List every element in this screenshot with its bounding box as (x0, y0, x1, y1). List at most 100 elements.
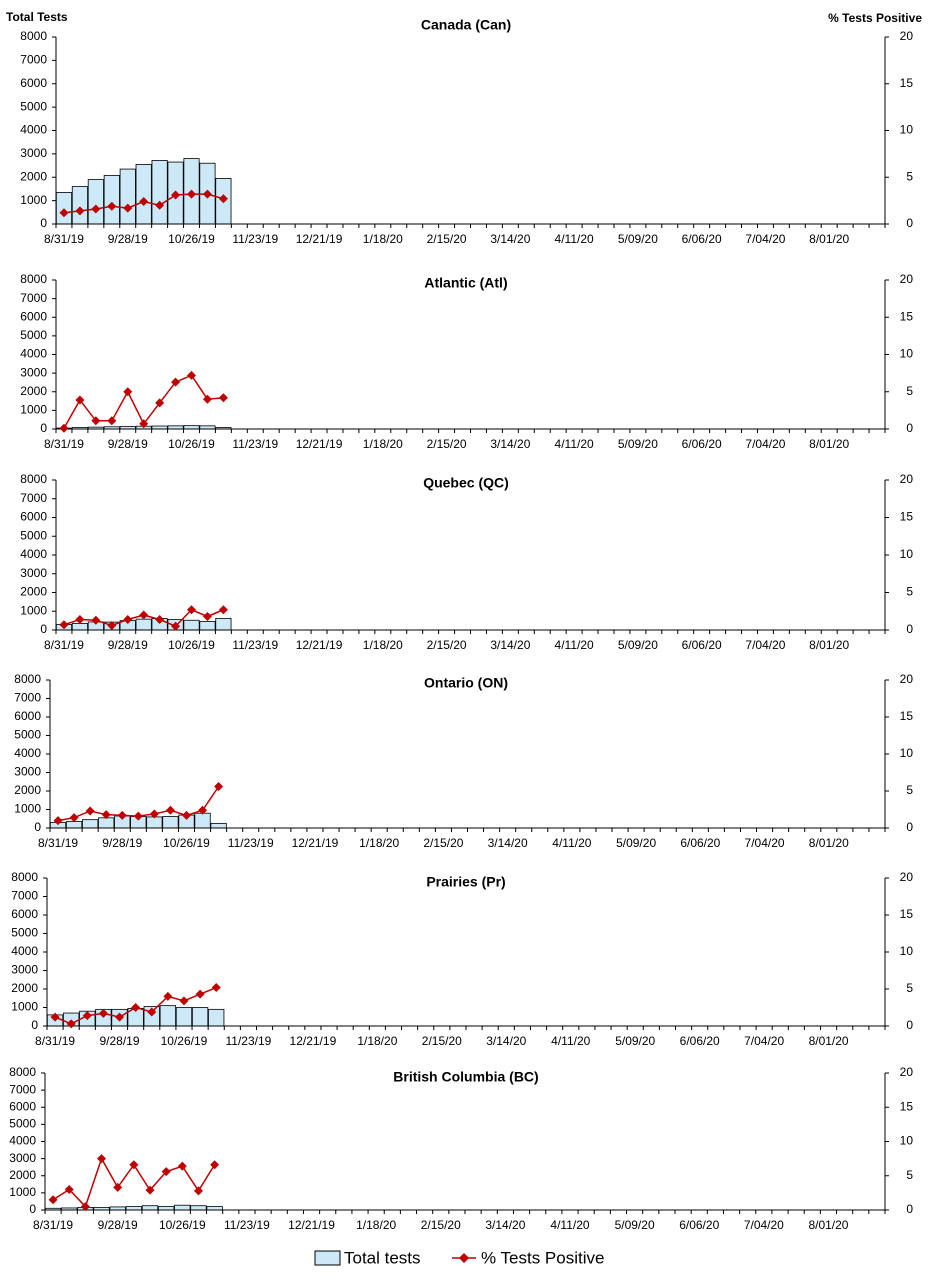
y-tick-label: 5000 (20, 328, 47, 342)
marker (149, 809, 159, 819)
bar (206, 1206, 223, 1211)
x-tick-label: 8/31/19 (38, 836, 78, 850)
marker (113, 1182, 123, 1192)
y2-tick-label: 10 (900, 547, 914, 561)
y-tick-label: 5000 (20, 528, 47, 542)
y2-tick-label: 10 (900, 944, 914, 958)
y2-tick-label: 10 (900, 347, 914, 361)
x-tick-label: 5/09/20 (618, 638, 658, 652)
y-tick-label: 8000 (9, 1065, 36, 1079)
bar (215, 617, 232, 631)
y2-tick-label: 10 (900, 746, 914, 760)
marker (147, 1007, 157, 1017)
y-tick-label: 7000 (9, 1082, 36, 1096)
marker (80, 1202, 90, 1212)
x-tick-label: 11/23/19 (226, 1034, 272, 1048)
marker (155, 200, 165, 210)
x-tick-label: 3/14/20 (485, 1218, 525, 1232)
y-tick-label: 3000 (20, 566, 47, 580)
marker (107, 621, 117, 630)
y-tick-label: 2000 (20, 585, 47, 599)
chart-title: Prairies (Pr) (426, 874, 505, 890)
chart-title: Canada (Can) (421, 17, 511, 33)
y-tick-label: 5000 (20, 99, 47, 113)
x-tick-label: 3/14/20 (486, 1034, 526, 1048)
x-tick-label: 8/31/19 (35, 1034, 75, 1048)
x-tick-label: 12/21/19 (290, 1034, 337, 1048)
y-tick-label: 7000 (20, 491, 47, 505)
bar (191, 1007, 209, 1027)
marker (75, 615, 85, 624)
marker (98, 1008, 108, 1018)
x-tick-label: 12/21/19 (296, 437, 343, 451)
y-tick-label: 1000 (20, 403, 47, 417)
x-tick-label: 5/09/20 (618, 437, 658, 451)
marker (123, 387, 133, 397)
marker (187, 605, 197, 615)
bar (183, 425, 200, 430)
marker (139, 610, 149, 620)
x-tick-label: 8/01/20 (808, 1218, 848, 1232)
x-tick-label: 5/09/20 (615, 1218, 655, 1232)
x-tick-label: 10/26/19 (168, 437, 215, 451)
y-tick-label: 1000 (20, 193, 47, 207)
marker (161, 1167, 171, 1177)
marker (218, 393, 228, 403)
y-tick-label: 8000 (11, 870, 38, 884)
x-tick-label: 1/18/20 (363, 232, 403, 246)
marker (82, 1011, 92, 1021)
marker (202, 612, 212, 621)
marker (155, 398, 165, 408)
x-tick-label: 1/18/20 (359, 836, 399, 850)
marker (129, 1160, 139, 1170)
y-tick-label: 2000 (20, 384, 47, 398)
x-tick-label: 3/14/20 (490, 437, 530, 451)
marker (69, 813, 79, 823)
bar (65, 821, 83, 829)
chart-title: Quebec (QC) (423, 475, 509, 491)
bar (157, 1206, 175, 1211)
y2-tick-label: 5 (906, 981, 913, 995)
y-tick-label: 8000 (20, 472, 47, 486)
marker (123, 615, 133, 624)
y2-tick-label: 10 (900, 1134, 914, 1148)
y-tick-label: 2000 (20, 169, 47, 183)
x-tick-label: 8/31/19 (44, 232, 84, 246)
x-tick-label: 9/28/19 (108, 437, 148, 451)
y-tick-label: 7000 (11, 889, 38, 903)
y2-tick-label: 5 (906, 783, 913, 797)
marker (53, 816, 63, 826)
x-tick-label: 1/18/20 (356, 1218, 396, 1232)
bar (135, 163, 152, 225)
bar (55, 192, 73, 225)
x-tick-label: 10/26/19 (163, 836, 210, 850)
y-tick-label: 1000 (11, 1000, 38, 1014)
x-tick-label: 7/04/20 (744, 1218, 784, 1232)
marker (117, 810, 127, 820)
x-tick-label: 7/04/20 (745, 437, 785, 451)
bar (194, 812, 211, 829)
x-tick-label: 8/31/19 (33, 1218, 73, 1232)
marker (177, 1161, 187, 1171)
x-tick-label: 3/14/20 (490, 232, 530, 246)
marker (211, 983, 221, 993)
legend-marker (459, 1253, 469, 1263)
x-tick-label: 9/28/19 (108, 638, 148, 652)
y2-tick-label: 20 (900, 1065, 914, 1079)
y2-tick-label: 0 (906, 820, 913, 834)
x-tick-label: 8/01/20 (809, 836, 849, 850)
marker (115, 1012, 125, 1022)
y-tick-label: 0 (34, 820, 41, 834)
y-axis-title: Total Tests (6, 10, 68, 24)
y2-tick-label: 20 (900, 272, 914, 286)
marker (107, 416, 117, 426)
y-tick-label: 8000 (14, 672, 41, 686)
y-tick-label: 2000 (14, 783, 41, 797)
y2-tick-label: 20 (900, 672, 914, 686)
y2-tick-label: 20 (900, 472, 914, 486)
bar (190, 1205, 207, 1211)
bar (119, 168, 136, 225)
y2-tick-label: 15 (900, 1099, 914, 1113)
y2-tick-label: 0 (906, 622, 913, 636)
x-tick-label: 8/01/20 (809, 437, 849, 451)
